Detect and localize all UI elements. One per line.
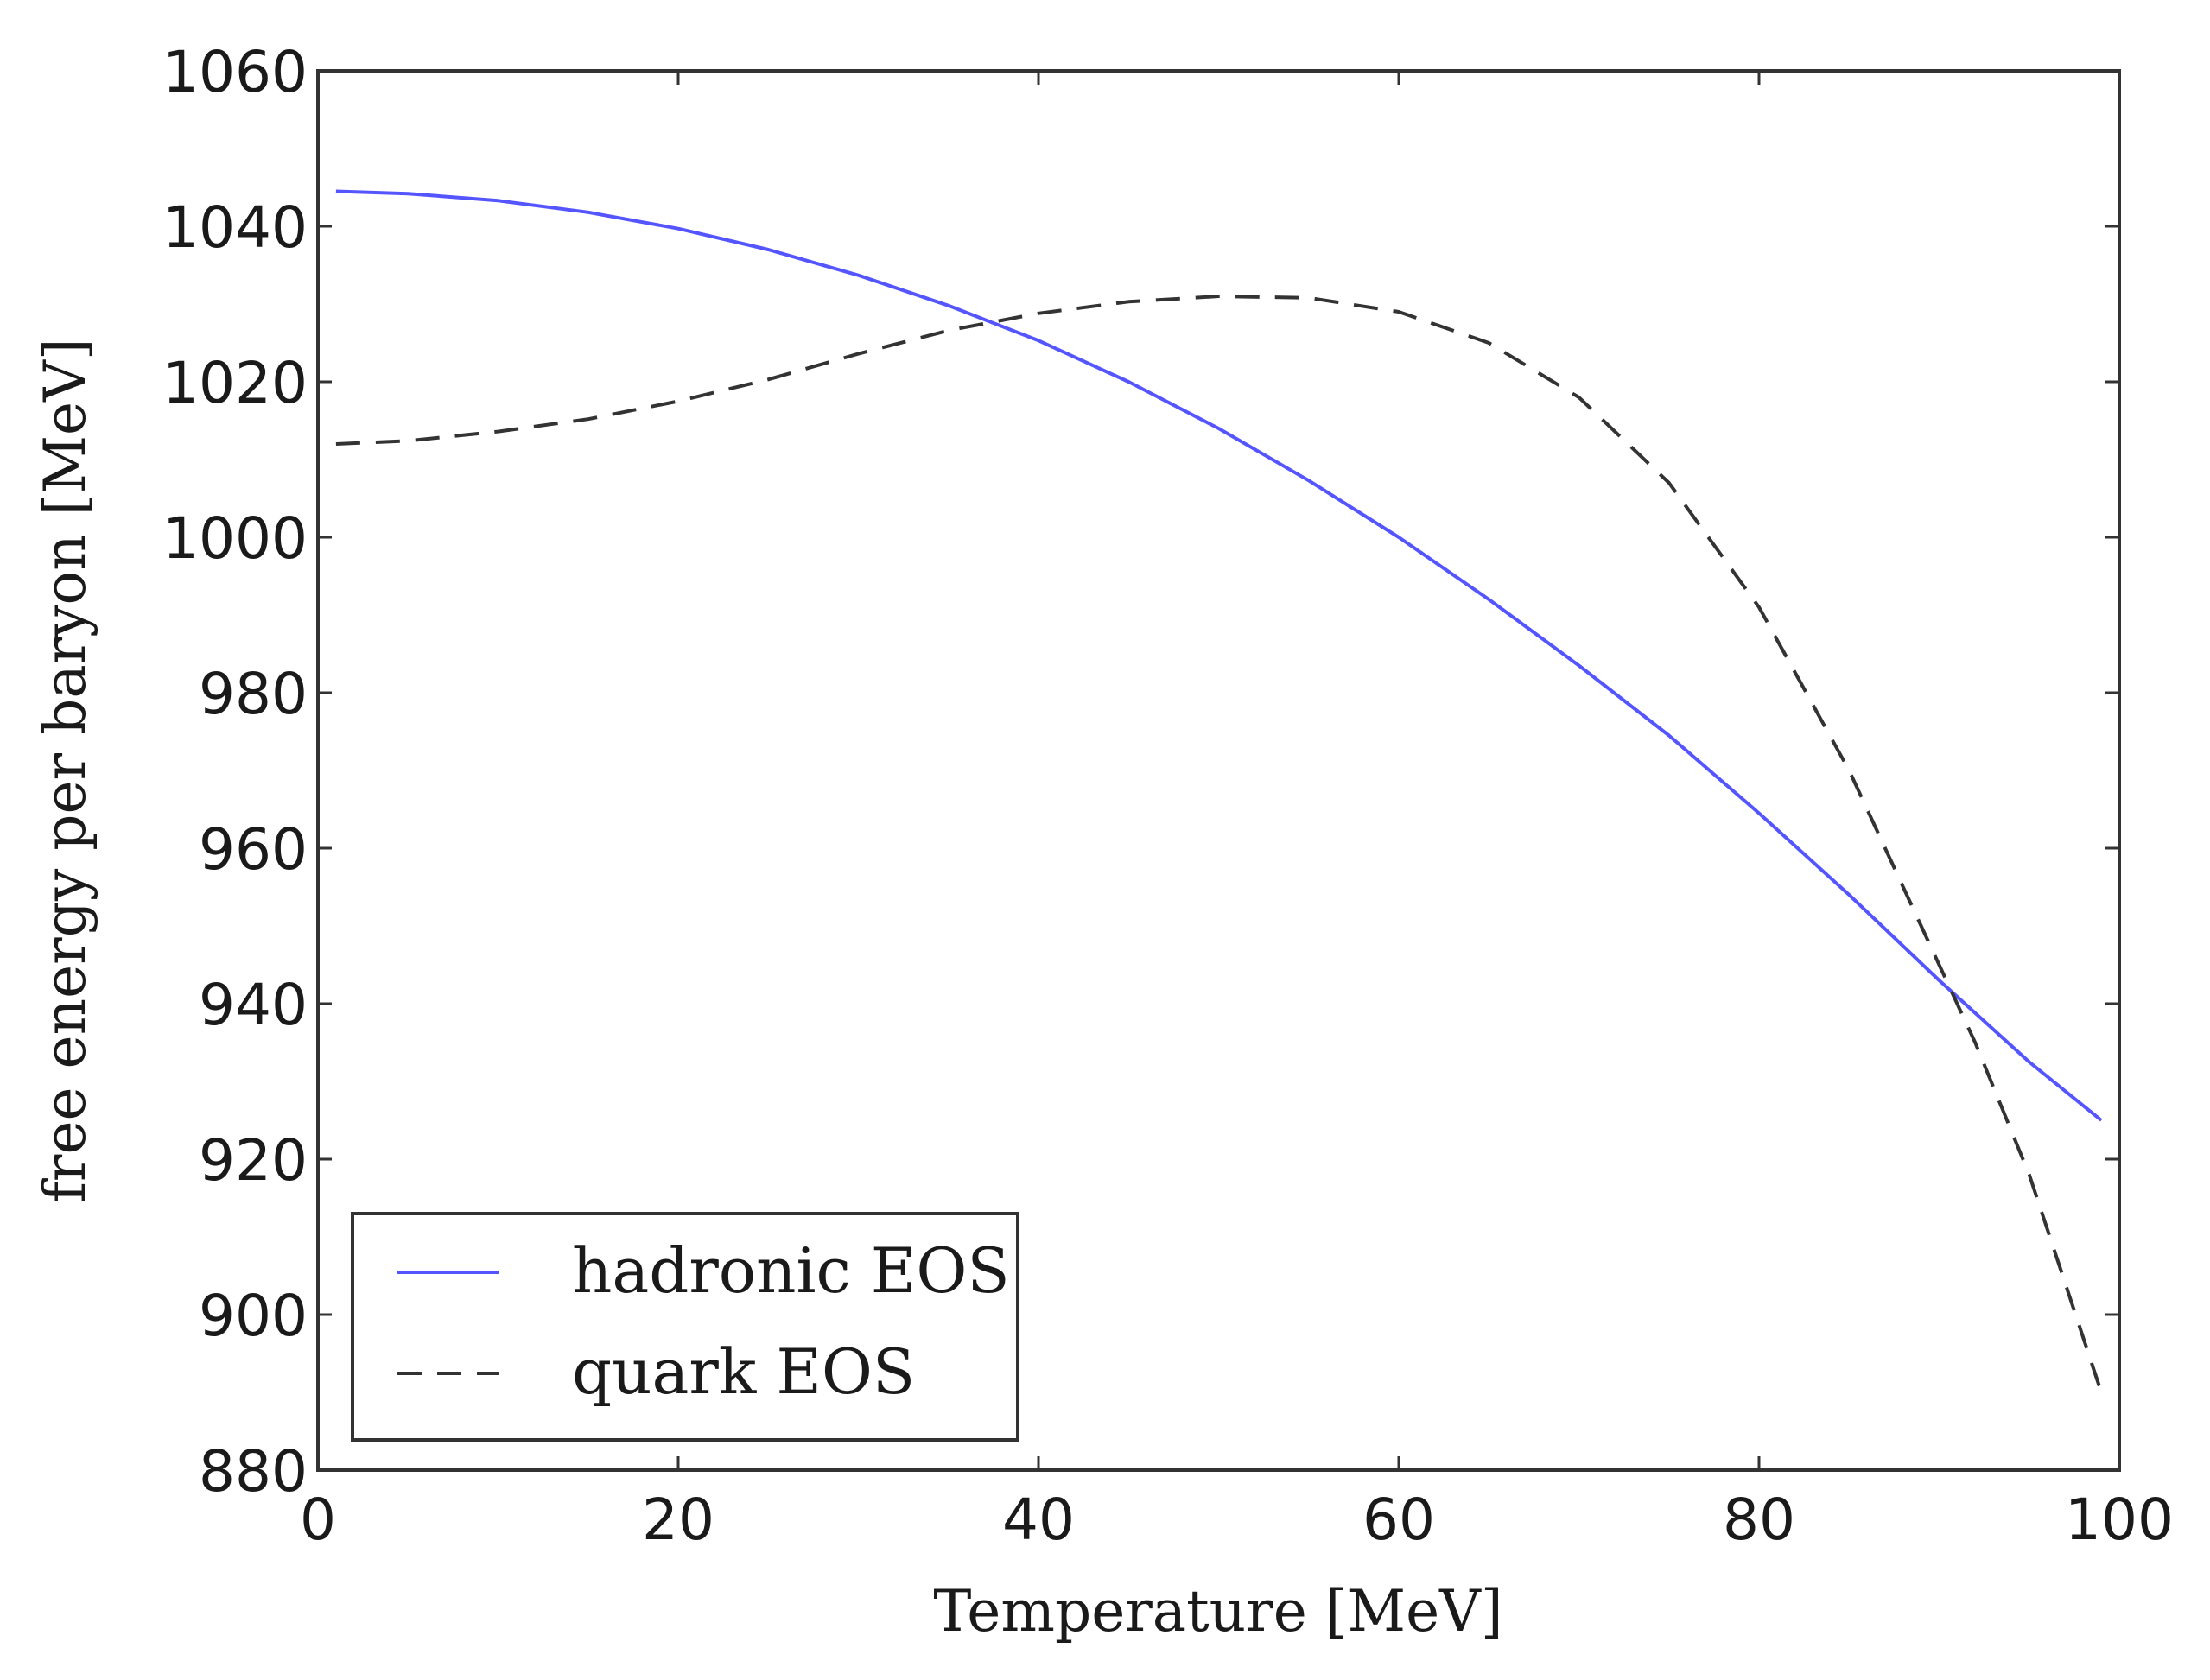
legend-label-quark: quark EOS <box>572 1335 915 1408</box>
x-tick-label: 100 <box>2065 1487 2174 1553</box>
y-tick-label: 920 <box>199 1127 308 1194</box>
x-tick-label: 80 <box>1723 1487 1795 1553</box>
y-tick-label: 1020 <box>162 350 308 416</box>
y-tick-label: 1060 <box>162 39 308 105</box>
legend-box <box>351 1212 1019 1442</box>
series-line-hadronic-eos <box>335 189 2103 1122</box>
tick-labels: 0 20 40 60 80 100 880 900 920 940 960 980 1000 1020 10… <box>162 39 2174 1553</box>
series-layer <box>335 189 2104 1393</box>
x-axis-label: Temperature [MeV] <box>933 1578 1502 1645</box>
y-tick-label: 980 <box>199 661 308 727</box>
x-tick-label: 40 <box>1002 1487 1075 1553</box>
y-tick-label: 1000 <box>162 505 308 572</box>
legend-label-hadronic: hadronic EOS <box>572 1234 1010 1307</box>
y-tick-label: 880 <box>199 1438 308 1505</box>
x-tick-label: 20 <box>642 1487 714 1553</box>
y-tick-label: 960 <box>199 816 308 883</box>
y-tick-label: 900 <box>199 1283 308 1349</box>
x-tick-label: 0 <box>300 1487 336 1553</box>
legend: hadronic EOS quark EOS <box>351 1212 1019 1442</box>
y-tick-label: 940 <box>199 972 308 1038</box>
plot-frame <box>316 69 2121 1472</box>
y-axis-label: free energy per baryon [MeV] <box>32 338 98 1202</box>
y-tick-label: 1040 <box>162 194 308 261</box>
x-tick-label: 60 <box>1362 1487 1435 1553</box>
series-line-quark-eos <box>335 295 2104 1393</box>
